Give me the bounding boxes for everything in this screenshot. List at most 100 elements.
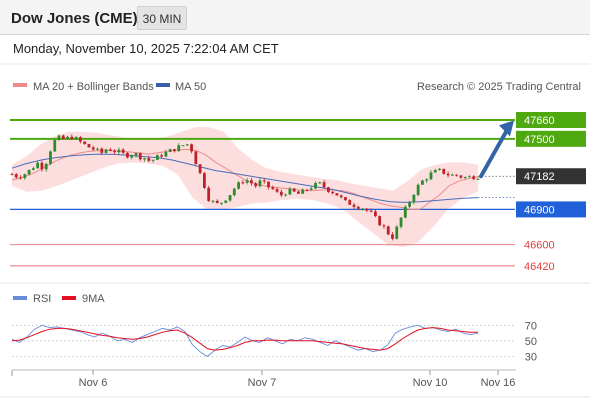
rsi-legend: RSI 9MA xyxy=(13,293,105,305)
candle-body xyxy=(373,211,377,217)
candle-body xyxy=(275,189,279,192)
ma50-legend-swatch xyxy=(156,83,170,87)
candle-body xyxy=(126,152,129,158)
candle-body xyxy=(232,188,236,196)
candle-body xyxy=(429,172,433,180)
candle-body xyxy=(220,202,223,204)
candle-body xyxy=(237,182,240,189)
ma20-legend-swatch xyxy=(13,83,27,87)
candle-body xyxy=(138,153,142,160)
candle-body xyxy=(369,210,373,212)
main-legend: MA 20 + Bollinger Bands MA 50 Research ©… xyxy=(13,81,581,93)
last-price-box xyxy=(516,168,586,185)
candle-body xyxy=(309,188,313,190)
candle-body xyxy=(399,217,403,227)
candle-body xyxy=(228,195,232,201)
candles xyxy=(10,134,480,241)
rsi-ma-legend-label: 9MA xyxy=(82,293,105,305)
rsi-ma-line xyxy=(11,327,478,351)
candle-body xyxy=(66,136,69,140)
candle-body xyxy=(198,164,202,174)
bollinger-bands xyxy=(12,127,478,248)
candle-body xyxy=(181,145,185,147)
candle-body xyxy=(79,137,82,142)
trend-arrow-shaft xyxy=(479,126,510,179)
x-tick-label-3: Nov 16 xyxy=(481,377,516,389)
candle-body xyxy=(301,189,305,194)
candle-body xyxy=(450,174,454,176)
candle-body xyxy=(57,135,61,141)
candle-body xyxy=(459,175,463,178)
candle-body xyxy=(267,181,270,188)
candle-body xyxy=(14,174,18,178)
candle-body xyxy=(61,135,65,140)
candle-body xyxy=(455,174,459,176)
candle-body xyxy=(74,137,78,140)
candle-body xyxy=(421,180,424,185)
resistance-label-47500: 47500 xyxy=(524,134,555,146)
trend-arrow xyxy=(479,120,514,179)
ma20-legend-label: MA 20 + Bollinger Bands xyxy=(33,81,154,93)
rsi-tick-30: 30 xyxy=(525,351,537,363)
candle-body xyxy=(403,206,407,218)
candle-body xyxy=(365,208,369,211)
candle-body xyxy=(113,150,117,153)
candle-body xyxy=(446,173,450,176)
candle-body xyxy=(53,140,57,152)
candle-body xyxy=(117,149,121,153)
level-label-46600: 46600 xyxy=(524,240,555,252)
candle-body xyxy=(284,194,288,196)
candle-body xyxy=(70,136,74,140)
candle-body xyxy=(190,144,193,152)
candle-body xyxy=(151,159,155,161)
candle-body xyxy=(314,182,317,189)
candle-body xyxy=(382,225,386,227)
candle-body xyxy=(322,182,326,188)
copyright: Research © 2025 Trading Central xyxy=(417,81,581,93)
candle-body xyxy=(318,182,322,184)
rsi-panel: 70 50 30 xyxy=(11,320,537,363)
resistance-label-47660: 47660 xyxy=(524,115,555,127)
x-ticks: Nov 6 Nov 7 Nov 10 Nov 16 xyxy=(79,370,516,389)
candle-body xyxy=(83,141,87,145)
candle-body xyxy=(211,200,215,202)
candle-body xyxy=(254,183,258,187)
candle-body xyxy=(202,173,206,188)
candle-body xyxy=(215,200,219,203)
candle-body xyxy=(23,174,27,178)
candle-body xyxy=(44,163,48,170)
candle-body xyxy=(36,162,40,169)
price-levels xyxy=(10,119,515,267)
candle-body xyxy=(425,179,429,181)
candle-body xyxy=(344,197,347,201)
candle-body xyxy=(134,153,138,156)
candle-body xyxy=(130,155,134,158)
candle-body xyxy=(121,149,125,153)
x-tick-label-2: Nov 10 xyxy=(413,377,448,389)
candle-body xyxy=(160,155,164,157)
candle-body xyxy=(433,170,437,173)
candle-body xyxy=(31,168,35,170)
instrument-title: Dow Jones (CME) xyxy=(11,10,138,27)
candle-body xyxy=(40,162,44,170)
candle-body xyxy=(476,178,480,180)
candle-body xyxy=(185,144,189,146)
rsi-legend-swatch xyxy=(13,296,27,300)
resistance-label-box-47660 xyxy=(516,112,586,128)
candle-body xyxy=(262,180,266,182)
candle-body xyxy=(108,149,112,151)
candle-body xyxy=(10,174,14,176)
x-tick-label-1: Nov 7 xyxy=(248,377,277,389)
candle-body xyxy=(356,206,360,209)
candle-body xyxy=(49,151,52,164)
candle-body xyxy=(288,188,292,195)
candle-body xyxy=(331,191,335,194)
candle-body xyxy=(408,202,411,207)
candle-body xyxy=(279,191,283,196)
timeframe-button[interactable]: 30 MIN xyxy=(137,6,187,30)
support-label-box-46900 xyxy=(516,201,586,218)
ma50-legend-label: MA 50 xyxy=(175,81,206,93)
candle-body xyxy=(143,158,146,160)
candle-body xyxy=(245,180,249,183)
candle-body xyxy=(339,195,343,198)
